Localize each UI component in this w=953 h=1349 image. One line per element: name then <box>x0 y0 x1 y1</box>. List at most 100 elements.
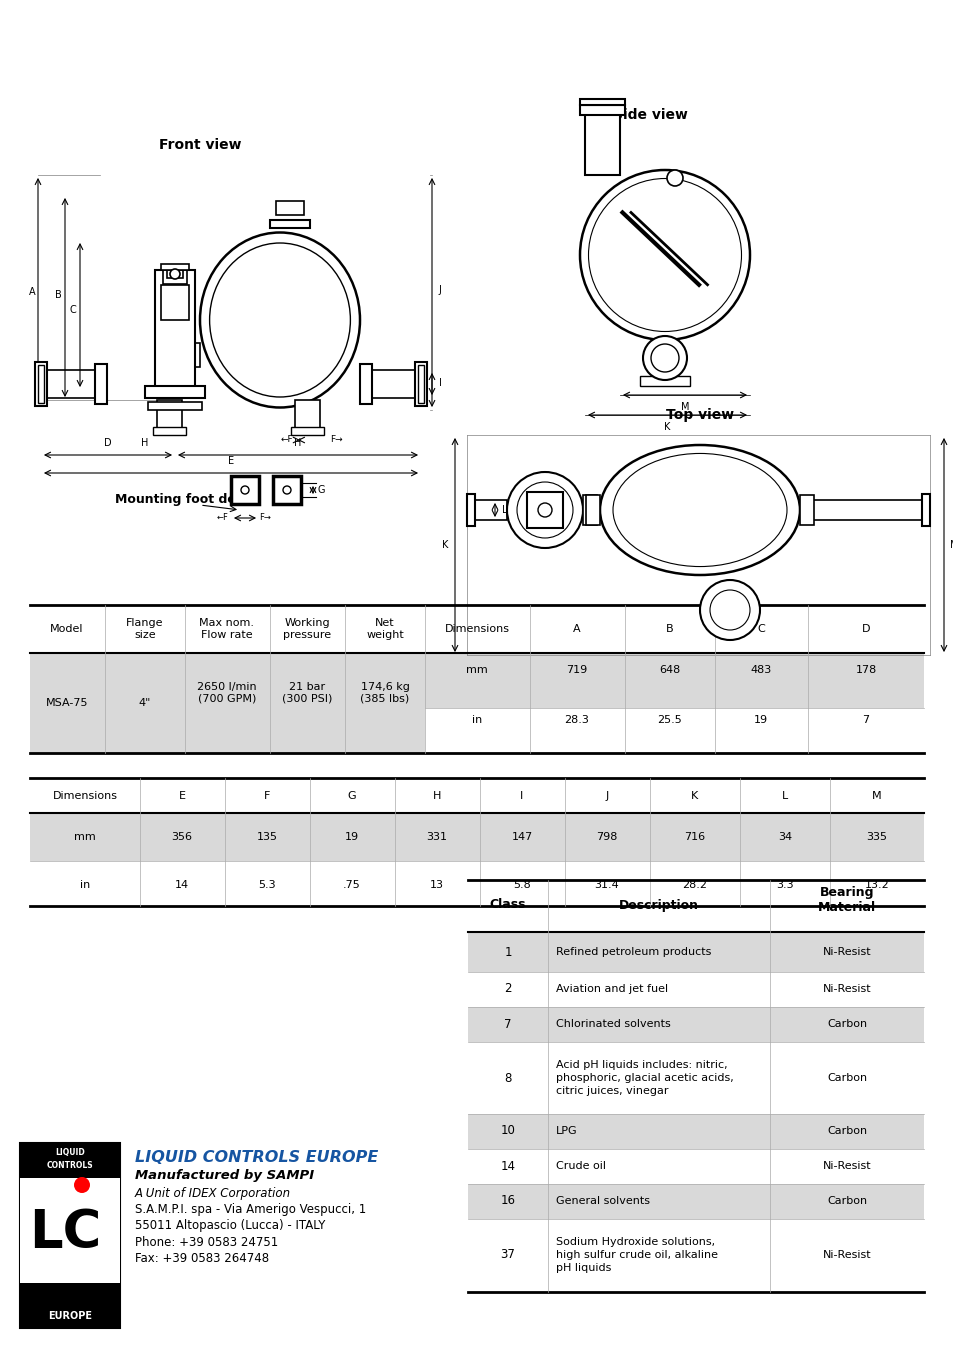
Circle shape <box>74 1176 90 1193</box>
Bar <box>639 376 689 386</box>
Text: Carbon: Carbon <box>826 1197 866 1206</box>
Text: 2: 2 <box>504 982 511 996</box>
Bar <box>95 364 107 403</box>
Text: Manufactured by SAMPI: Manufactured by SAMPI <box>135 1168 314 1182</box>
Text: 19: 19 <box>345 832 358 842</box>
Bar <box>157 401 182 430</box>
Text: C: C <box>70 305 76 316</box>
Text: L: L <box>501 505 507 515</box>
Text: H: H <box>294 438 301 448</box>
Text: B: B <box>665 625 673 634</box>
Text: ←F: ←F <box>280 436 293 445</box>
Text: E: E <box>228 456 233 465</box>
Text: M: M <box>680 402 688 411</box>
Text: 34: 34 <box>777 832 791 842</box>
Bar <box>359 364 372 403</box>
Text: F→: F→ <box>259 514 271 522</box>
Circle shape <box>588 178 740 332</box>
Text: Model: Model <box>51 625 84 634</box>
Bar <box>585 495 599 525</box>
Bar <box>20 1143 120 1178</box>
Bar <box>800 495 813 525</box>
Text: Sodium Hydroxide solutions,: Sodium Hydroxide solutions, <box>556 1237 715 1246</box>
Text: 21 bar
(300 PSI): 21 bar (300 PSI) <box>281 683 332 704</box>
Text: 147: 147 <box>511 832 532 842</box>
Ellipse shape <box>200 232 359 407</box>
Text: M: M <box>949 540 953 550</box>
Bar <box>273 476 301 505</box>
Circle shape <box>170 268 180 279</box>
Text: H: H <box>433 791 440 801</box>
Bar <box>584 105 619 175</box>
Bar <box>35 370 100 398</box>
Text: 14: 14 <box>500 1160 515 1172</box>
Text: 25.5: 25.5 <box>657 715 681 724</box>
Text: Max nom.
Flow rate: Max nom. Flow rate <box>199 618 254 639</box>
Text: Flange
size: Flange size <box>126 618 164 639</box>
Text: Mounting foot detail: Mounting foot detail <box>115 494 258 506</box>
Text: K: K <box>441 540 448 550</box>
Text: Top view: Top view <box>665 407 733 422</box>
Text: EUROPE: EUROPE <box>48 1311 91 1321</box>
Text: G: G <box>317 486 324 495</box>
Bar <box>415 362 427 406</box>
Text: 356: 356 <box>172 832 193 842</box>
Bar <box>468 1114 923 1149</box>
Bar <box>270 220 310 228</box>
Text: D: D <box>104 438 112 448</box>
Text: MSA-75: MSA-75 <box>46 697 89 708</box>
Text: 19: 19 <box>753 715 767 724</box>
Circle shape <box>517 482 573 538</box>
Text: 7: 7 <box>504 1017 511 1031</box>
Bar <box>579 98 624 105</box>
Text: 135: 135 <box>256 832 277 842</box>
Bar <box>467 494 475 526</box>
Bar <box>161 285 189 320</box>
Text: M: M <box>871 791 881 801</box>
Bar <box>20 1143 120 1327</box>
Bar <box>468 1006 923 1041</box>
Bar <box>20 1178 120 1283</box>
Text: ←F: ←F <box>217 514 229 522</box>
Bar <box>30 813 923 861</box>
Text: Carbon: Carbon <box>826 1126 866 1136</box>
Text: O: O <box>701 500 717 519</box>
Text: Fax: +39 0583 264748: Fax: +39 0583 264748 <box>135 1252 269 1264</box>
Text: 5.8: 5.8 <box>513 880 530 890</box>
Text: LIQUID CONTROLS EUROPE: LIQUID CONTROLS EUROPE <box>135 1151 377 1166</box>
Text: 7: 7 <box>862 715 868 724</box>
Text: 2650 l/min
(700 GPM): 2650 l/min (700 GPM) <box>197 683 256 704</box>
Circle shape <box>537 503 552 517</box>
Bar <box>359 370 415 398</box>
Text: pH liquids: pH liquids <box>556 1263 611 1273</box>
Text: Front view: Front view <box>158 138 241 152</box>
Text: 4": 4" <box>139 697 151 708</box>
Circle shape <box>283 486 291 494</box>
Bar <box>35 362 47 406</box>
Text: A: A <box>573 625 580 634</box>
Bar <box>194 343 200 367</box>
Text: C: C <box>757 625 764 634</box>
Text: K: K <box>691 791 698 801</box>
Bar <box>38 366 44 403</box>
Text: 28.2: 28.2 <box>681 880 707 890</box>
Text: 31.4: 31.4 <box>594 880 618 890</box>
Bar <box>20 1303 120 1327</box>
Text: 174,6 kg
(385 lbs): 174,6 kg (385 lbs) <box>360 683 409 704</box>
Text: F→: F→ <box>330 436 342 445</box>
Bar <box>921 494 929 526</box>
Text: Ni-Resist: Ni-Resist <box>821 1161 870 1171</box>
Text: LIQUID: LIQUID <box>55 1148 85 1157</box>
Text: LC: LC <box>169 298 180 306</box>
Bar <box>582 495 597 525</box>
Text: Refined petroleum products: Refined petroleum products <box>556 947 711 956</box>
Bar <box>526 492 562 527</box>
Text: 37: 37 <box>500 1249 515 1261</box>
Bar <box>582 500 599 519</box>
Bar <box>417 366 423 403</box>
Bar <box>154 270 194 390</box>
Text: Description: Description <box>618 898 699 912</box>
Bar <box>291 428 324 434</box>
Text: 28.3: 28.3 <box>564 715 589 724</box>
Text: 648: 648 <box>659 665 679 674</box>
